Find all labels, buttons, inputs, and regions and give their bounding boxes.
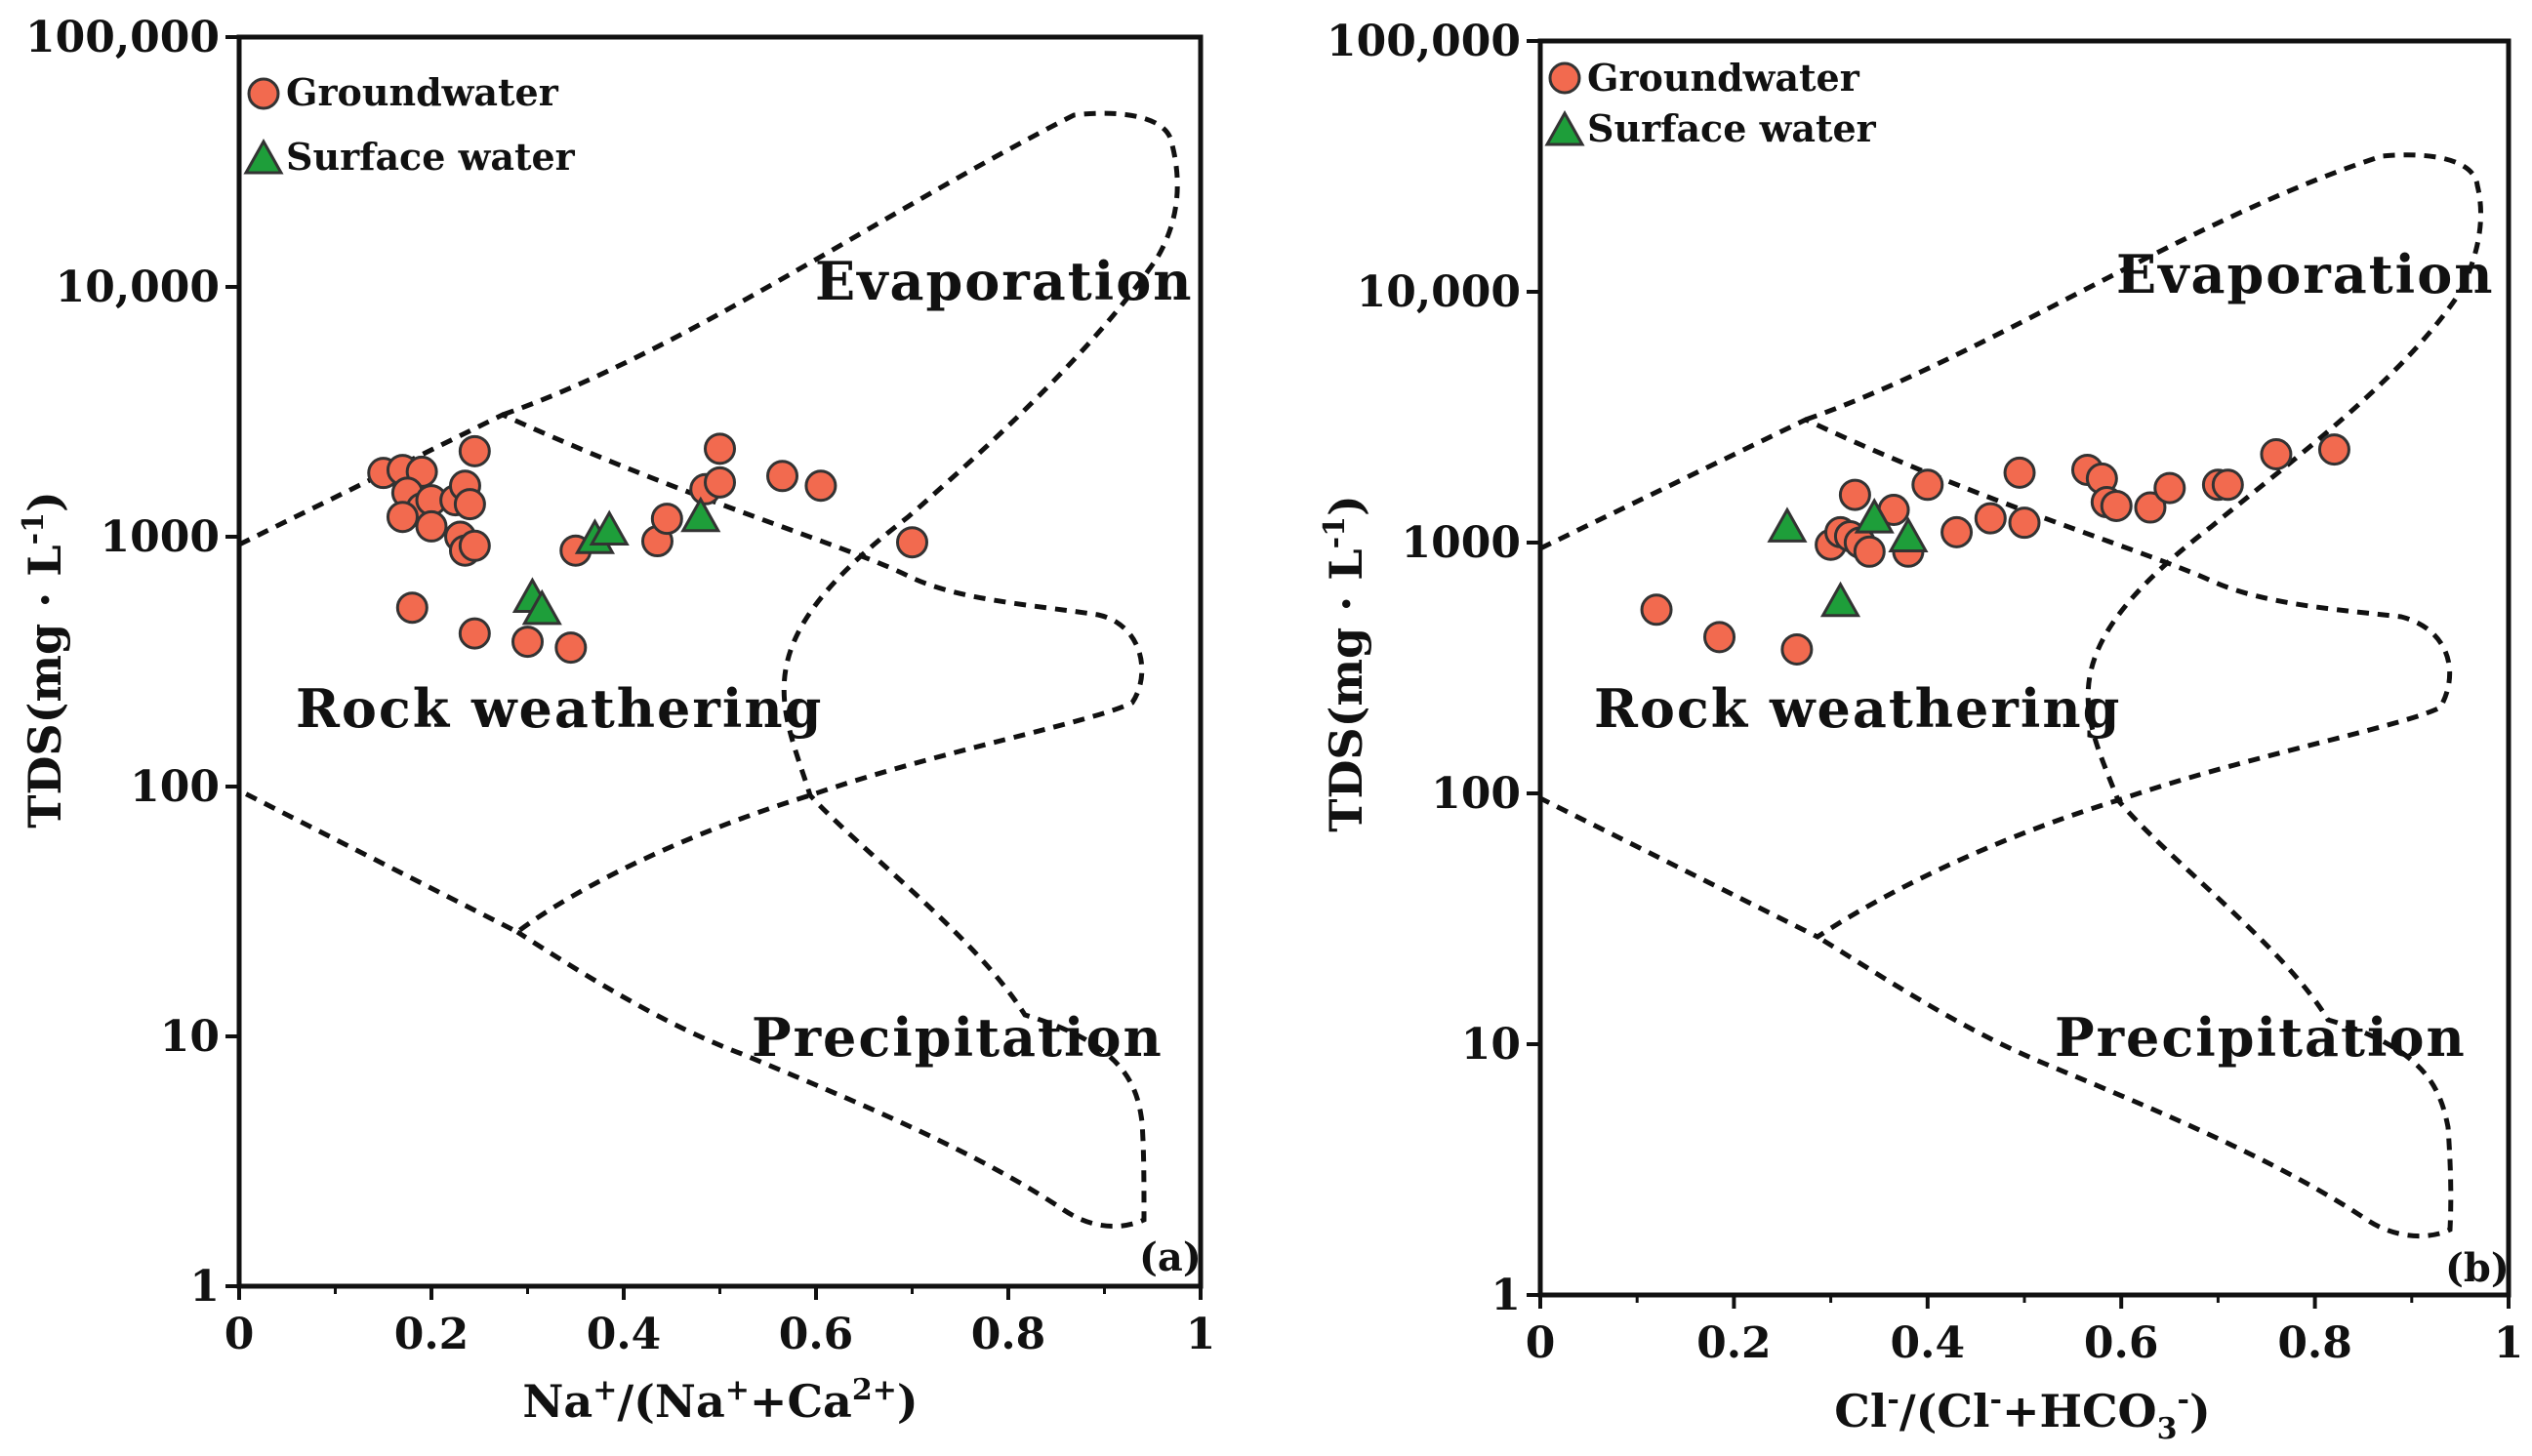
surface-water-point: [1767, 506, 1808, 543]
x-tick-label: 0.4: [1891, 1318, 1966, 1368]
y-tick-label: 100: [130, 762, 220, 812]
y-tick-label: 1: [189, 1262, 220, 1312]
groundwater-point: [704, 432, 736, 465]
groundwater-point: [554, 631, 588, 665]
x-tick-label: 0: [1526, 1318, 1556, 1368]
x-axis-label: Cl-/(Cl-+HCO3-): [1834, 1383, 2210, 1446]
x-tick-label: 0: [225, 1310, 255, 1359]
x-tick-label: 0.6: [779, 1310, 854, 1359]
y-tick-label: 10,000: [56, 263, 220, 312]
groundwater-point: [2260, 437, 2293, 470]
surface-water-point: [1888, 516, 1929, 553]
groundwater-point: [1853, 535, 1886, 568]
panel-b: 0 0.2 0.4 0.6 0.8 1 1 10 100 1000 10,000 100,000 Cl…: [1318, 17, 2523, 1446]
y-axis-label: TDS(mg · L-1): [17, 491, 71, 828]
groundwater-point: [1838, 478, 1871, 511]
axis-ticks: 0 0.2 0.4 0.6 0.8 1 1 10 100 1000 10,000 100,000: [25, 13, 1215, 1359]
y-tick-label: 10: [160, 1012, 220, 1062]
plot-frame: [236, 34, 1204, 1289]
x-tick-label: 0.8: [2277, 1318, 2352, 1368]
groundwater-point: [2003, 456, 2036, 489]
region-label-precipitation: Precipitation: [752, 1006, 1164, 1069]
gibbs-evaporation-lobe: [502, 110, 1180, 1230]
y-tick-label: 100,000: [25, 13, 220, 62]
legend-label-groundwater: Groundwater: [286, 70, 559, 114]
y-tick-label: 10: [1461, 1020, 1521, 1070]
groundwater-point: [1974, 502, 2007, 535]
x-tick-label: 0.8: [971, 1310, 1046, 1359]
y-tick-label: 1000: [1402, 518, 1521, 568]
y-axis-label: TDS(mg · L-1): [1318, 495, 1372, 831]
legend: Groundwater Surface water: [243, 70, 576, 179]
groundwater-point: [2317, 433, 2350, 466]
x-tick-label: 0.6: [2084, 1318, 2159, 1368]
x-tick-label: 0.4: [587, 1310, 662, 1359]
gibbs-boundary: [1538, 417, 2453, 940]
groundwater-point: [1940, 515, 1974, 548]
data-points: [367, 432, 928, 665]
data-points: [1640, 433, 2350, 666]
x-tick-label: 0.2: [394, 1310, 470, 1359]
region-label-rock-weathering: Rock weathering: [1594, 677, 2121, 740]
y-tick-label: 1000: [101, 512, 220, 562]
panel-tag: (b): [2445, 1245, 2510, 1291]
legend-label-surface-water: Surface water: [286, 135, 576, 179]
y-tick-label: 10,000: [1357, 267, 1521, 317]
groundwater-point: [1911, 468, 1944, 502]
region-label-precipitation: Precipitation: [2055, 1006, 2467, 1069]
groundwater-point: [766, 460, 799, 493]
groundwater-point: [804, 469, 837, 503]
legend: Groundwater Surface water: [1544, 56, 1877, 150]
groundwater-point: [511, 626, 544, 659]
groundwater-point: [2008, 506, 2041, 540]
legend-marker-groundwater: [247, 77, 280, 110]
y-tick-label: 1: [1491, 1271, 1521, 1320]
groundwater-point: [386, 501, 419, 534]
surface-water-point: [589, 509, 630, 546]
groundwater-point: [1780, 632, 1814, 666]
x-tick-label: 0.2: [1696, 1318, 1772, 1368]
y-tick-label: 100,000: [1327, 17, 1521, 66]
legend-marker-groundwater: [1548, 61, 1581, 95]
surface-water-point: [521, 588, 562, 626]
groundwater-point: [704, 465, 736, 499]
panel-tag: (a): [1139, 1234, 1202, 1280]
plot-frame: [1537, 38, 2512, 1298]
groundwater-point: [1640, 593, 1673, 627]
region-label-evaporation: Evaporation: [815, 250, 1193, 312]
legend-label-surface-water: Surface water: [1587, 106, 1877, 150]
groundwater-point: [453, 488, 486, 521]
groundwater-point: [395, 591, 429, 625]
gibbs-evaporation-lobe: [1805, 152, 2483, 1239]
x-tick-label: 1: [1186, 1310, 1216, 1359]
legend-marker-surface-water: [1544, 109, 1585, 146]
groundwater-point: [2211, 468, 2244, 502]
groundwater-point: [650, 503, 683, 536]
panel-a: 0 0.2 0.4 0.6 0.8 1 1 10 100 1000 10,000 100,000 Na…: [17, 13, 1215, 1428]
y-tick-label: 100: [1431, 769, 1521, 819]
groundwater-point: [896, 526, 928, 559]
groundwater-point: [2153, 471, 2186, 505]
groundwater-point: [2134, 491, 2167, 524]
region-label-evaporation: Evaporation: [2116, 243, 2494, 305]
axis-ticks: 0 0.2 0.4 0.6 0.8 1 1 10 100 1000 10,000 100,000: [1327, 17, 2523, 1368]
groundwater-point: [1703, 621, 1736, 654]
groundwater-point: [458, 434, 491, 467]
groundwater-point: [458, 617, 491, 650]
gibbs-boundary: [237, 412, 1145, 935]
x-tick-label: 1: [2494, 1318, 2524, 1368]
groundwater-point: [415, 509, 448, 543]
surface-water-point: [1819, 581, 1861, 618]
legend-marker-surface-water: [243, 138, 284, 175]
surface-water-point: [680, 496, 721, 533]
region-label-rock-weathering: Rock weathering: [296, 677, 823, 740]
surface-water-point: [1854, 498, 1895, 534]
groundwater-point: [458, 529, 491, 562]
x-axis-label: Na+/(Na++Ca2+): [522, 1373, 918, 1428]
legend-label-groundwater: Groundwater: [1587, 56, 1860, 100]
groundwater-point: [2100, 489, 2133, 522]
